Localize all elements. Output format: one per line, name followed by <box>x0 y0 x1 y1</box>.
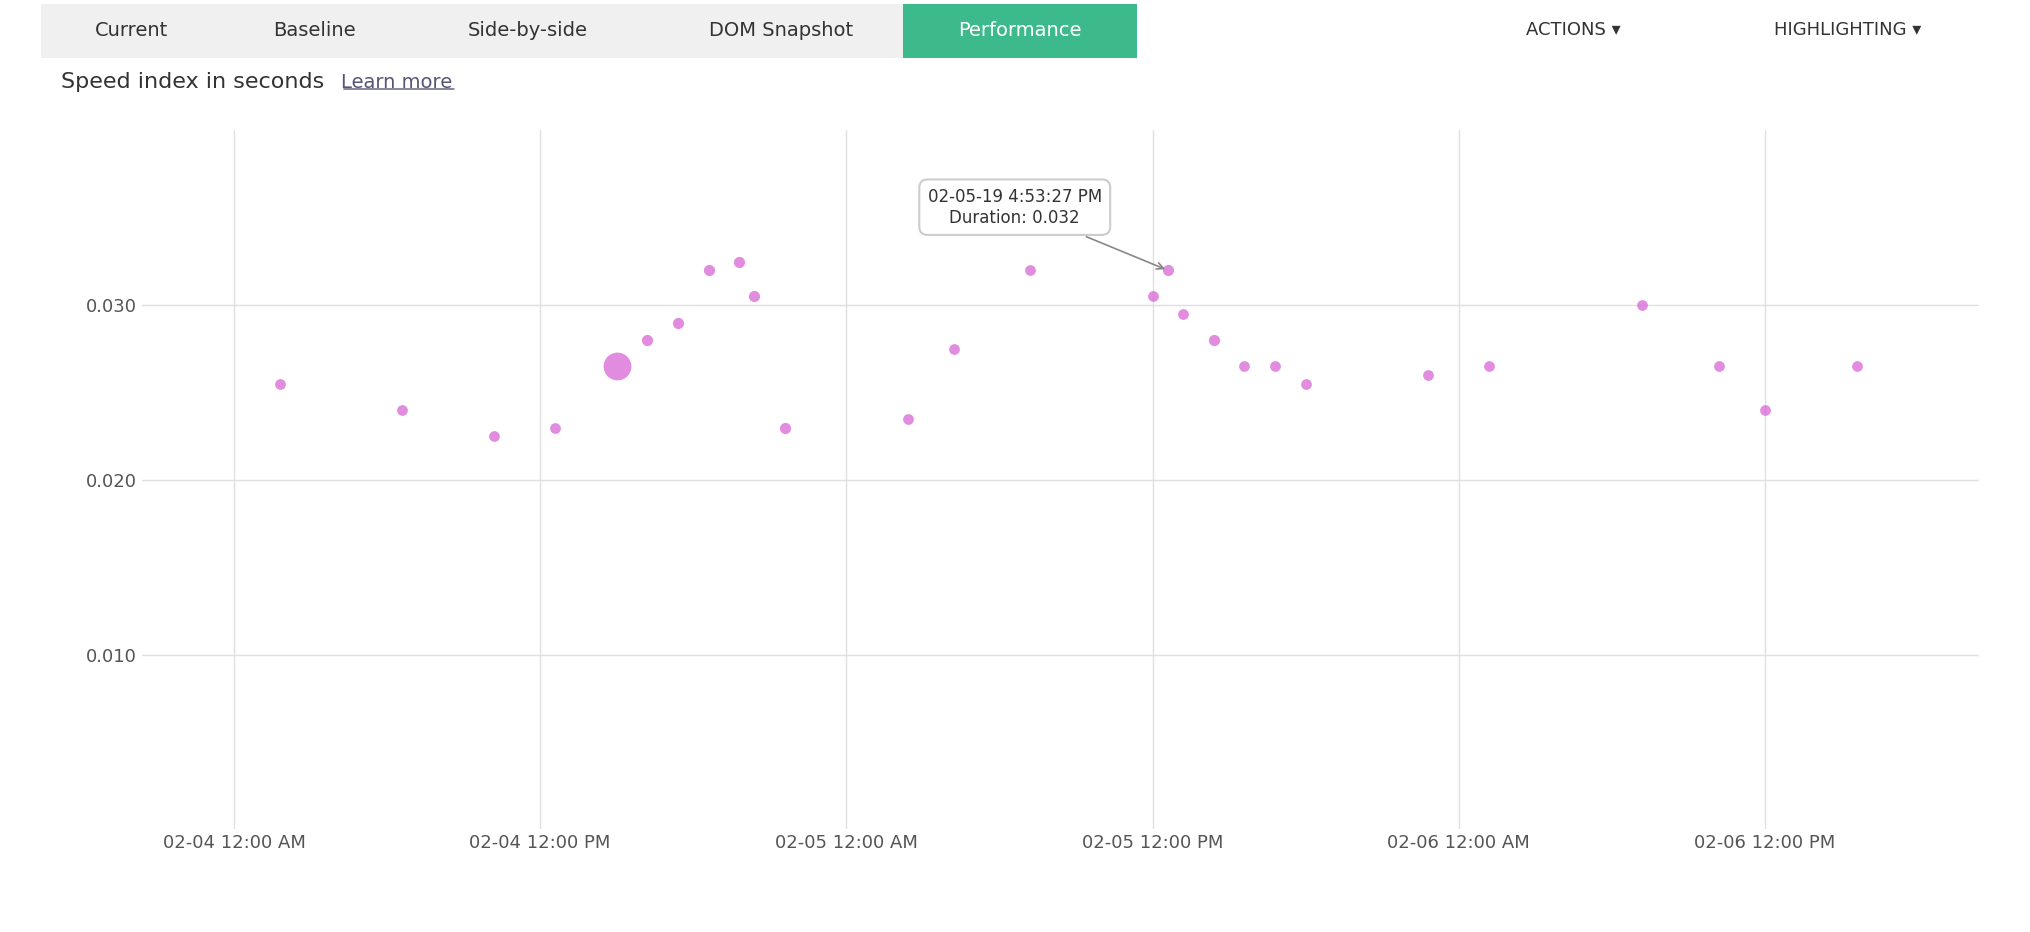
FancyBboxPatch shape <box>41 5 223 58</box>
Point <box>1411 367 1443 382</box>
Point <box>1137 289 1169 304</box>
FancyBboxPatch shape <box>650 5 914 58</box>
Text: Performance: Performance <box>958 21 1082 40</box>
Point <box>1474 359 1506 374</box>
Point <box>769 420 802 435</box>
Text: Side-by-side: Side-by-side <box>467 21 589 40</box>
Text: Baseline: Baseline <box>274 21 355 40</box>
Point <box>891 411 924 426</box>
Point <box>662 315 694 330</box>
Text: HIGHLIGHTING ▾: HIGHLIGHTING ▾ <box>1774 21 1920 39</box>
Point <box>1703 359 1736 374</box>
FancyBboxPatch shape <box>903 5 1137 58</box>
Point <box>1151 263 1183 278</box>
Point <box>1841 359 1874 374</box>
Point <box>938 341 970 356</box>
Point <box>692 263 725 278</box>
Text: Speed index in seconds: Speed index in seconds <box>61 73 325 92</box>
Point <box>264 377 296 391</box>
Point <box>477 429 510 444</box>
Text: Learn more: Learn more <box>341 73 453 92</box>
Point <box>723 254 755 269</box>
Point <box>1626 298 1659 313</box>
Point <box>631 333 664 348</box>
Point <box>601 359 633 374</box>
Point <box>1228 359 1261 374</box>
Point <box>386 403 418 418</box>
Point <box>1167 307 1200 322</box>
Point <box>1013 263 1045 278</box>
Point <box>739 289 771 304</box>
Point <box>1259 359 1291 374</box>
FancyBboxPatch shape <box>406 5 650 58</box>
Point <box>1198 333 1230 348</box>
FancyBboxPatch shape <box>223 5 406 58</box>
Point <box>540 420 572 435</box>
Point <box>1748 403 1780 418</box>
Text: Current: Current <box>95 21 168 40</box>
Text: 02-05-19 4:53:27 PM
Duration: 0.032: 02-05-19 4:53:27 PM Duration: 0.032 <box>928 187 1163 269</box>
Text: DOM Snapshot: DOM Snapshot <box>710 21 853 40</box>
Text: ACTIONS ▾: ACTIONS ▾ <box>1527 21 1620 39</box>
Point <box>1289 377 1322 391</box>
